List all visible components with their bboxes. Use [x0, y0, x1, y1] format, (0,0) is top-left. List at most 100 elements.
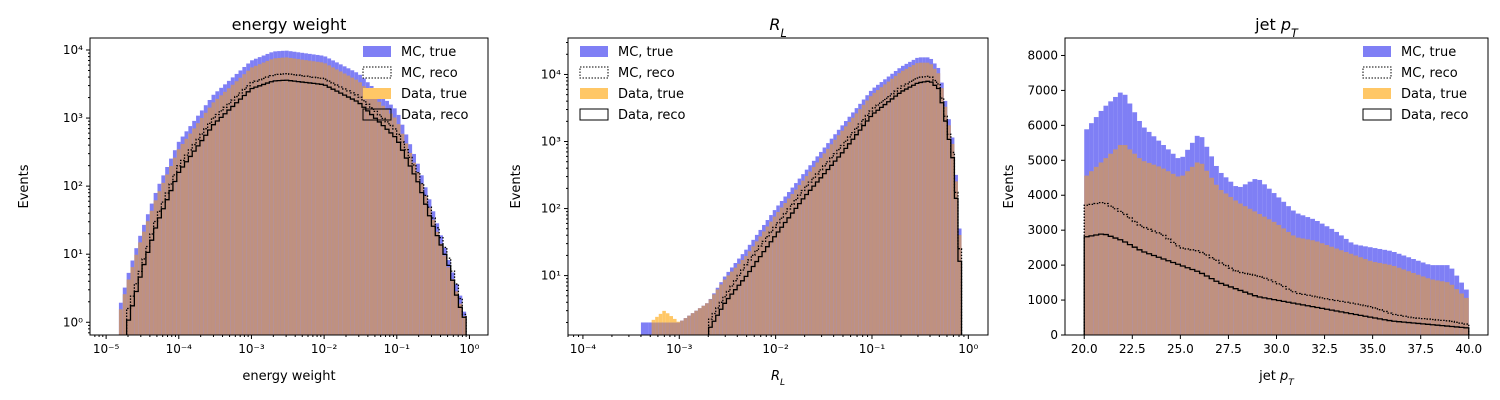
- bar-overlap: [184, 138, 189, 335]
- bar-overlap: [134, 254, 139, 335]
- bar-overlap: [851, 117, 855, 335]
- bar-overlap: [893, 75, 898, 335]
- bar-data-true: [669, 316, 673, 323]
- bar-overlap: [954, 181, 958, 335]
- panel-2: 10⁻⁴ 10⁻³ 10⁻² 10⁻¹ 10⁰ 10¹ 10² 10³ 10⁴ RL RL Event…: [509, 15, 989, 388]
- bar-overlap: [1242, 206, 1248, 335]
- bar-overlap: [126, 279, 131, 335]
- bar-overlap: [1103, 158, 1109, 335]
- chart-title: RL: [769, 15, 786, 40]
- legend-label: Data, reco: [401, 108, 469, 123]
- bar-overlap: [284, 57, 289, 335]
- bar-overlap: [1199, 163, 1205, 335]
- bar-overlap: [1459, 293, 1464, 335]
- bar-overlap: [918, 62, 923, 335]
- bar-overlap: [712, 294, 716, 335]
- x-tick-label: 10⁻⁵: [93, 342, 120, 356]
- bar-overlap: [1319, 243, 1325, 335]
- bar-overlap: [1463, 297, 1469, 335]
- legend-label: MC, reco: [618, 66, 675, 81]
- bar-overlap: [1396, 267, 1402, 335]
- legend: MC, true MC, reco Data, true Data, reco: [362, 45, 469, 123]
- x-tick-label: 40.0: [1455, 342, 1482, 356]
- bar-overlap: [808, 171, 812, 335]
- x-tick-label: 10⁰: [459, 342, 479, 356]
- bar-overlap: [747, 251, 752, 335]
- bar-overlap: [211, 102, 216, 335]
- legend-swatch: [363, 88, 391, 99]
- bar-overlap: [683, 318, 688, 335]
- bar-overlap: [338, 71, 343, 335]
- bar-overlap: [1430, 279, 1436, 335]
- bar-overlap: [230, 84, 235, 335]
- bar-overlap: [815, 162, 820, 335]
- bar-overlap: [722, 279, 727, 335]
- x-tick-label: 10⁻²: [762, 342, 789, 356]
- bar-overlap: [1314, 241, 1320, 335]
- bar-overlap: [354, 79, 359, 335]
- bar-overlap: [311, 61, 316, 335]
- bar-overlap: [404, 143, 409, 335]
- legend-swatch: [1363, 88, 1391, 99]
- bar-overlap: [439, 243, 443, 335]
- step-mc-reco: [1083, 202, 1470, 335]
- bar-overlap: [733, 267, 738, 335]
- bar-overlap: [381, 105, 386, 335]
- bar-overlap: [655, 322, 659, 335]
- bar-overlap: [933, 68, 937, 335]
- bar-overlap: [1435, 280, 1440, 335]
- bar-overlap: [188, 133, 193, 335]
- chart-title: energy weight: [232, 15, 347, 34]
- bar-data-true: [676, 321, 681, 323]
- bar-overlap: [929, 64, 934, 335]
- bar-overlap: [454, 291, 459, 335]
- bar-overlap: [323, 63, 328, 335]
- bar-overlap: [947, 125, 951, 335]
- bar-overlap: [1415, 274, 1421, 335]
- bar-overlap: [772, 216, 777, 335]
- bar-overlap: [462, 316, 467, 335]
- bar-overlap: [280, 57, 285, 335]
- bar-overlap: [373, 97, 378, 335]
- bar-overlap: [435, 231, 440, 335]
- bar-overlap: [836, 135, 841, 335]
- bar-overlap: [369, 94, 374, 335]
- bar-overlap: [904, 68, 909, 335]
- x-tick-label: 20.0: [1071, 342, 1098, 356]
- bar-overlap: [690, 313, 695, 335]
- bar-overlap: [662, 322, 666, 335]
- bar-overlap: [1161, 168, 1166, 335]
- bar-overlap: [207, 107, 212, 335]
- bar-overlap: [169, 166, 173, 335]
- bar-overlap: [315, 61, 320, 335]
- bar-overlap: [680, 320, 684, 335]
- bar-overlap: [415, 172, 420, 335]
- bar-overlap: [1262, 216, 1267, 335]
- bar-overlap: [868, 96, 873, 335]
- bar-overlap: [726, 275, 730, 335]
- bar-overlap: [400, 133, 405, 335]
- bar-overlap: [273, 58, 278, 335]
- bar-overlap: [1185, 171, 1190, 335]
- bar-overlap: [226, 88, 231, 335]
- bar-overlap: [1401, 269, 1407, 335]
- x-tick-label: 22.5: [1119, 342, 1146, 356]
- bar-overlap: [754, 241, 759, 335]
- x-tick-label: 10⁻³: [238, 342, 265, 356]
- bar-data-true: [672, 318, 677, 323]
- bar-overlap: [192, 128, 197, 335]
- bar-overlap: [822, 153, 827, 335]
- bar-overlap: [1310, 240, 1315, 335]
- bar-overlap: [242, 74, 247, 335]
- bar-overlap: [350, 77, 355, 335]
- step-data-reco: [707, 80, 963, 335]
- bar-overlap: [253, 65, 258, 335]
- bar-overlap: [238, 77, 243, 335]
- bar-overlap: [925, 62, 930, 335]
- bar-overlap: [458, 303, 463, 335]
- bar-overlap: [765, 226, 770, 335]
- bar-overlap: [1113, 149, 1118, 335]
- bar-overlap: [843, 126, 848, 335]
- bar-overlap: [833, 139, 837, 335]
